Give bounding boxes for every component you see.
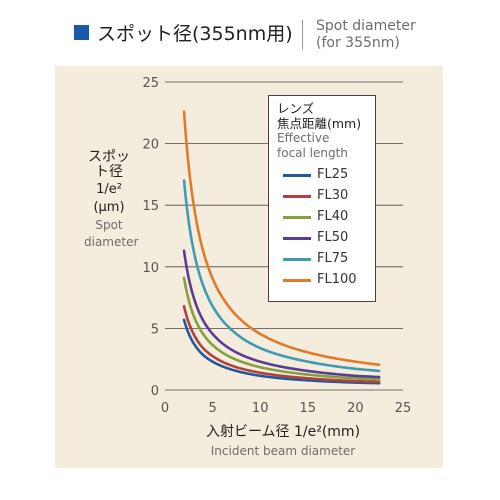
y-axis-label-en-line1: Spot (95, 218, 123, 232)
series-line-fl50 (182, 249, 381, 379)
legend-label: FL75 (317, 251, 349, 266)
series-lines (182, 110, 381, 385)
legend-swatch (283, 216, 311, 219)
legend-label: FL50 (317, 230, 349, 245)
y-tick-label: 0 (151, 384, 159, 399)
x-tick-label: 0 (161, 401, 169, 416)
x-tick-label: 10 (252, 401, 269, 416)
y-axis-label: スポット径 1/e² (μm) Spot diameter (84, 149, 139, 250)
page-title-english-line1: Spot diameter (316, 18, 416, 34)
legend-swatch (283, 237, 311, 240)
page-title-english-line2: (for 355nm) (316, 35, 400, 51)
series-line-fl40 (182, 276, 381, 381)
y-tick-label: 15 (142, 199, 159, 214)
series-line-fl75 (182, 179, 381, 373)
legend-title-en-line1: Effective (277, 131, 330, 145)
x-tick-label: 15 (300, 401, 317, 416)
y-axis-label-unit: (μm) (93, 200, 125, 215)
legend-label: FL40 (317, 209, 349, 224)
page-title: スポット径(355nm用) (97, 23, 293, 45)
legend-swatch (283, 279, 311, 282)
legend-entry-fl50: FL50 (277, 228, 375, 249)
legend-swatch (283, 258, 311, 261)
x-tick-label: 20 (347, 401, 364, 416)
legend-entry-fl25: FL25 (277, 165, 375, 186)
y-axis-label-en-line2: diameter (84, 235, 139, 249)
title-divider (302, 20, 303, 50)
legend-entries: FL25 FL30 FL40 FL50 FL75 FL100 (277, 165, 375, 291)
legend-label: FL30 (317, 188, 349, 203)
legend-entry-fl100: FL100 (277, 270, 375, 291)
legend-label: FL25 (317, 167, 349, 182)
y-tick-label: 10 (142, 261, 159, 276)
title-square-icon (74, 25, 89, 40)
x-axis-label: 入射ビーム径 1/e²(mm) (205, 424, 361, 440)
legend-entry-fl30: FL30 (277, 186, 375, 207)
legend-label: FL100 (317, 272, 357, 287)
series-line-fl30 (182, 304, 381, 384)
legend-title-line2: 焦点距離(mm) (277, 116, 362, 131)
x-tick-label: 25 (395, 401, 412, 416)
legend-entry-fl40: FL40 (277, 207, 375, 228)
legend-swatch (283, 174, 311, 177)
y-axis-label-jp: スポット径 (88, 149, 130, 180)
y-tick-label: 25 (142, 76, 159, 91)
x-axis-label-english: Incident beam diameter (210, 444, 356, 458)
y-axis-label-ratio: 1/e² (96, 182, 122, 197)
page-title-english: Spot diameter (for 355nm) (316, 18, 416, 52)
tick-labels: 0 5 10 15 20 25 0 5 10 15 20 25 (142, 76, 411, 416)
series-line-fl25 (182, 318, 381, 385)
legend-entry-fl75: FL75 (277, 249, 375, 270)
series-line-fl100 (182, 110, 381, 367)
legend-title-line1: レンズ (277, 101, 315, 116)
legend-swatch (283, 195, 311, 198)
y-tick-label: 20 (142, 138, 159, 153)
legend-title-en-line2: focal length (277, 146, 348, 160)
x-tick-label: 5 (208, 401, 216, 416)
legend: レンズ 焦点距離(mm) Effective focal length FL25… (268, 95, 376, 302)
y-tick-label: 5 (151, 322, 159, 337)
